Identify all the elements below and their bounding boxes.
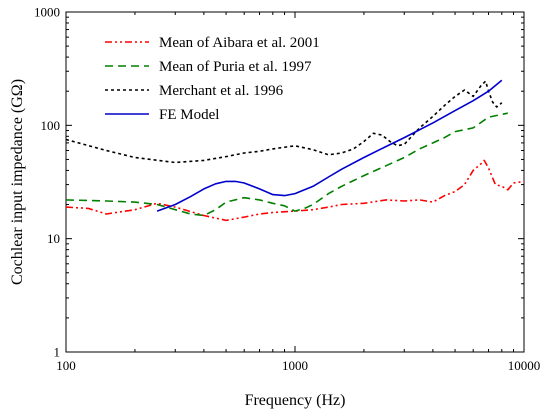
series-line-1 bbox=[65, 112, 508, 217]
legend-label-0: Mean of Aibara et al. 2001 bbox=[159, 35, 320, 51]
x-tick-label: 10000 bbox=[508, 358, 541, 373]
x-tick-label: 1000 bbox=[282, 358, 308, 373]
legend: Mean of Aibara et al. 2001 Mean of Puria … bbox=[105, 35, 320, 123]
major-ticks bbox=[65, 11, 525, 353]
x-axis-title: Frequency (Hz) bbox=[245, 392, 346, 409]
series-line-3 bbox=[156, 79, 503, 212]
y-tick-label: 10 bbox=[47, 231, 60, 246]
x-tick-label: 100 bbox=[56, 358, 76, 373]
legend-label-2: Merchant et al. 1996 bbox=[159, 83, 284, 99]
y-tick-label: 1 bbox=[54, 345, 61, 360]
legend-label-3: FE Model bbox=[159, 107, 219, 123]
y-tick-label: 100 bbox=[41, 118, 61, 133]
series-lines bbox=[65, 79, 525, 222]
y-tick-label: 1000 bbox=[34, 5, 60, 20]
legend-label-1: Mean of Puria et al. 1997 bbox=[159, 59, 312, 75]
tick-labels: 100 1000 10000 1 10 100 1000 bbox=[34, 5, 540, 374]
series-line-0 bbox=[65, 159, 525, 222]
series-line-2 bbox=[65, 80, 503, 164]
y-axis-title: Cochlear input impedance (GΩ) bbox=[9, 79, 26, 285]
